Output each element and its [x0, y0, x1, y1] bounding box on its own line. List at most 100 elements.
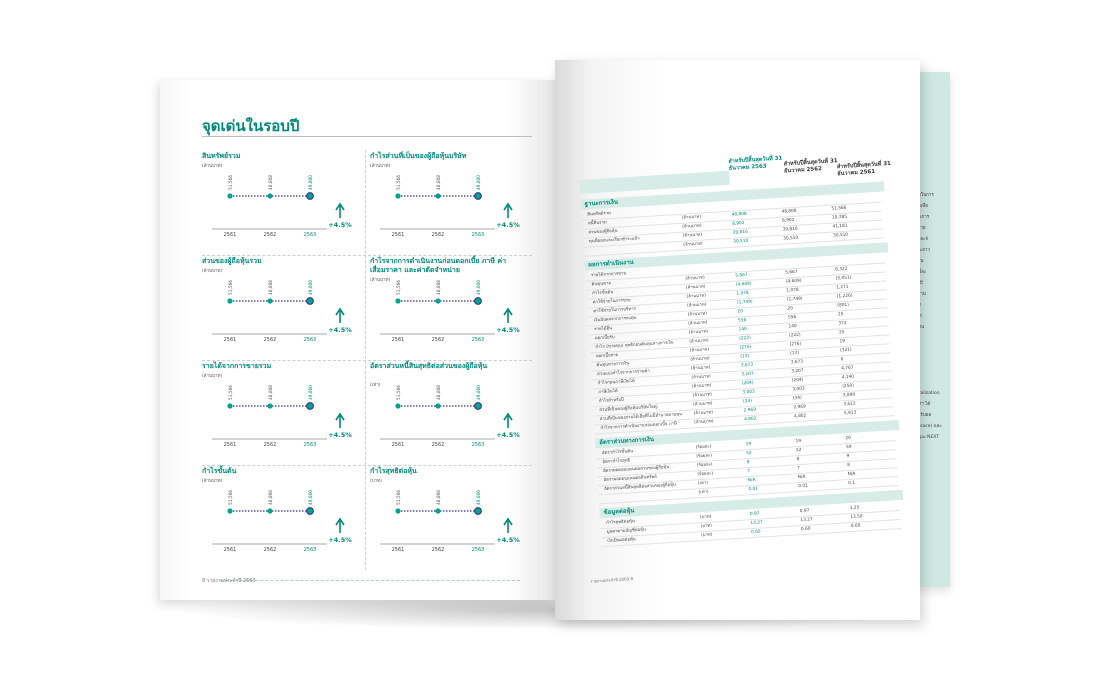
up-arrow-icon [503, 307, 513, 323]
up-arrow-icon [335, 517, 345, 533]
data-point [267, 298, 273, 304]
data-label: 49,800 [476, 490, 482, 505]
up-arrow-icon [335, 307, 345, 323]
highlight-panel: ส่วนของผู้ถือหุ้นรวม (ล้านบาท) 51,566 2561 4… [202, 257, 357, 357]
financial-table: สำหรับปีสิ้นสุดวันที่ 31 ธันวาคม 2563 สำ… [578, 140, 924, 599]
data-label: 48,808 [268, 385, 274, 400]
data-point [306, 192, 314, 200]
panel-unit: (ล้านบาท) [370, 278, 391, 283]
year-label: 2563 [304, 337, 317, 343]
data-point [474, 507, 482, 515]
year-label: 2561 [224, 442, 237, 448]
data-point [395, 403, 401, 409]
data-label: 51,566 [396, 280, 402, 295]
data-label: 49,800 [476, 385, 482, 400]
data-label: 48,808 [436, 280, 442, 295]
panel-title: กำไรส่วนที่เป็นของผู้ถือหุ้นบริษัท [370, 152, 467, 160]
year-label: 2561 [224, 547, 237, 553]
column-header-2563: สำหรับปีสิ้นสุดวันที่ 31 ธันวาคม 2563 [728, 155, 783, 172]
data-point [435, 508, 441, 514]
footer-rule [220, 580, 520, 582]
year-label: 2563 [472, 337, 485, 343]
data-point [435, 193, 441, 199]
back-text-line: Digitalization [910, 391, 940, 396]
back-text-line: Blanpu NEXT [910, 435, 940, 440]
data-point [227, 508, 233, 514]
year-label: 2563 [472, 232, 485, 238]
year-label: 2563 [472, 442, 485, 448]
panel-unit: (ล้านบาท) [202, 374, 223, 379]
data-label: 48,808 [268, 175, 274, 190]
data-point [474, 402, 482, 410]
table-cell-v2: 8 [796, 457, 800, 463]
back-text-line: ไม่ได้รับผล [910, 413, 932, 418]
change-label: +4.5% [328, 221, 352, 229]
data-point [395, 508, 401, 514]
table-cell-v3: 8 [847, 462, 851, 469]
data-label: 48,808 [436, 385, 442, 400]
data-label: 51,566 [228, 385, 234, 400]
data-point [435, 298, 441, 304]
change-label: +4.5% [496, 431, 520, 439]
data-point [227, 298, 233, 304]
panel-unit: (ล้านบาท) [202, 479, 223, 484]
panel-title: รายได้จากการขายรวม [202, 362, 272, 370]
data-label: 51,566 [396, 385, 402, 400]
panel-divider-horizontal [202, 360, 532, 362]
column-header-2561: สำหรับปีสิ้นสุดวันที่ 31 ธันวาคม 2561 [836, 160, 892, 178]
left-page: จุดเด่นในรอบปี สินทรัพย์รวม (ล้านบาท) 51,5… [160, 80, 555, 600]
change-label: +4.5% [328, 326, 352, 334]
data-label: 51,566 [396, 175, 402, 190]
table-cell-v1: 7 [747, 469, 751, 475]
title-rule [202, 136, 532, 137]
data-label: 48,808 [436, 175, 442, 190]
year-label: 2562 [432, 547, 445, 553]
back-text-line: Bitelsace) และ [910, 424, 942, 429]
panel-title: กำไรจากการดำเนินงานก่อนดอกเบี้ย ภาษี ค่า… [370, 257, 507, 274]
panel-unit: (ล้านบาท) [202, 269, 223, 274]
panel-unit: (ล้านบาท) [370, 164, 391, 169]
panel-title: สินทรัพย์รวม [202, 152, 241, 160]
data-point [267, 508, 273, 514]
year-label: 2561 [392, 442, 405, 448]
year-label: 2561 [224, 337, 237, 343]
up-arrow-icon [503, 412, 513, 428]
year-label: 2562 [432, 442, 445, 448]
up-arrow-icon [503, 202, 513, 218]
table-cell-v1: 8 [746, 460, 750, 466]
panel-divider-horizontal [202, 465, 532, 467]
panel-title: กำไรสุทธิต่อหุ้น [370, 467, 417, 475]
data-label: 51,566 [396, 490, 402, 505]
mini-line-chart: 51,566 2561 48,808 2562 49,800 2563 +4.5% [380, 385, 520, 448]
data-point [267, 193, 273, 199]
year-label: 2563 [304, 547, 317, 553]
year-label: 2563 [304, 232, 317, 238]
data-point [267, 403, 273, 409]
table-cell-v3: 9 [846, 453, 850, 460]
mini-line-chart: 51,566 2561 48,808 2562 49,800 2563 +4.5% [380, 490, 520, 553]
year-label: 2562 [432, 232, 445, 238]
up-arrow-icon [503, 517, 513, 533]
mini-line-chart: 51,566 2561 48,808 2562 49,800 2563 +4.5% [212, 280, 352, 343]
data-point [306, 402, 314, 410]
data-label: 49,800 [308, 175, 314, 190]
back-text-line: บริษัทฯ ได้ [910, 402, 931, 407]
page-title: จุดเด่นในรอบปี [202, 117, 300, 135]
data-label: 48,808 [436, 490, 442, 505]
year-label: 2563 [472, 547, 485, 553]
data-label: 48,808 [268, 280, 274, 295]
table-cell-v3: 6 [840, 357, 844, 363]
table-header-band [579, 170, 730, 194]
data-label: 51,566 [228, 280, 234, 295]
highlight-panel: อัตราส่วนหนี้สินสุทธิต่อส่วนของผู้ถือหุ้… [370, 362, 525, 462]
table-cell-v2: 7 [797, 466, 801, 472]
year-label: 2562 [264, 442, 277, 448]
year-label: 2562 [432, 337, 445, 343]
up-arrow-icon [335, 412, 345, 428]
mini-line-chart: 51,566 2561 48,808 2562 49,800 2563 +4.5% [212, 175, 352, 238]
highlight-panel: สินทรัพย์รวม (ล้านบาท) 51,566 2561 48,808 256… [202, 152, 357, 252]
year-label: 2561 [392, 232, 405, 238]
data-point [474, 297, 482, 305]
up-arrow-icon [335, 202, 345, 218]
